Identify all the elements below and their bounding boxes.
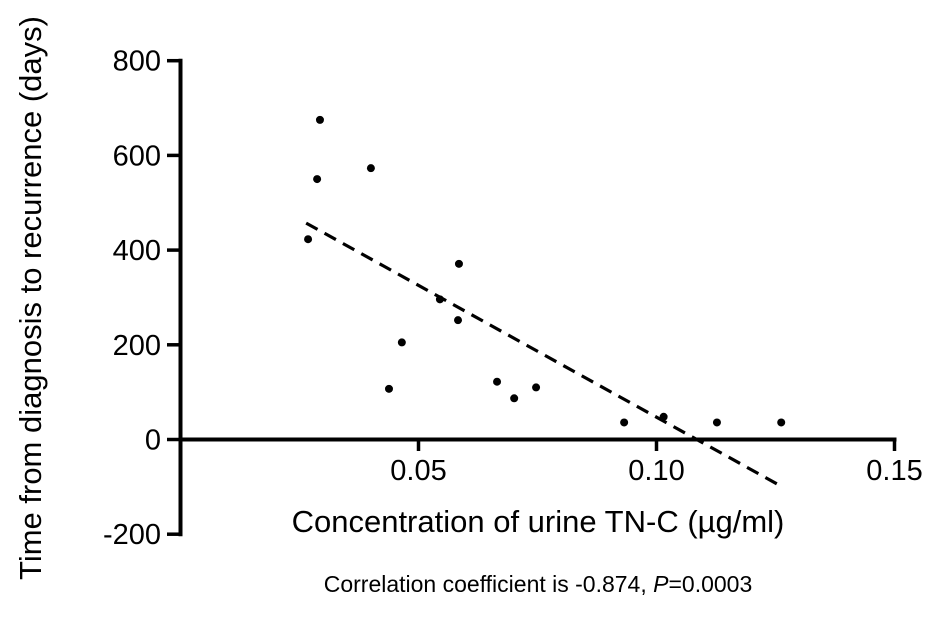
y-tick-label: 800 bbox=[113, 46, 161, 78]
y-tick-label: 400 bbox=[113, 235, 161, 267]
data-point bbox=[454, 316, 463, 325]
data-point bbox=[366, 164, 375, 173]
data-point bbox=[304, 235, 313, 244]
x-tick-label: 0.10 bbox=[628, 455, 684, 487]
data-point bbox=[712, 418, 721, 427]
y-tick-label: 600 bbox=[113, 140, 161, 172]
data-point bbox=[620, 418, 629, 427]
caption-p-symbol: P bbox=[653, 571, 669, 597]
x-tick-label: 0.05 bbox=[390, 455, 446, 487]
data-point bbox=[510, 394, 519, 403]
y-axis-label: Time from diagnosis to recurrence (days) bbox=[13, 16, 48, 580]
data-point bbox=[532, 383, 541, 392]
data-point bbox=[435, 295, 444, 304]
y-tick-label: 0 bbox=[145, 425, 161, 457]
trend-line bbox=[305, 221, 784, 489]
x-axis-label: Concentration of urine TN-C (µg/ml) bbox=[291, 504, 785, 539]
correlation-caption: Correlation coefficient is -0.874, P=0.0… bbox=[180, 571, 896, 598]
data-point bbox=[454, 259, 463, 268]
data-point bbox=[659, 412, 668, 421]
data-point bbox=[313, 175, 322, 184]
data-point bbox=[384, 384, 393, 393]
data-point bbox=[777, 418, 786, 427]
caption-text: Correlation coefficient is -0.874, bbox=[323, 571, 654, 597]
y-tick-label: -200 bbox=[103, 519, 161, 551]
data-point bbox=[315, 115, 324, 124]
caption-p-value: =0.0003 bbox=[668, 571, 753, 597]
data-point bbox=[397, 338, 406, 347]
y-tick-label: 200 bbox=[113, 330, 161, 362]
x-tick-label: 0.15 bbox=[866, 455, 922, 487]
data-point bbox=[493, 377, 502, 386]
